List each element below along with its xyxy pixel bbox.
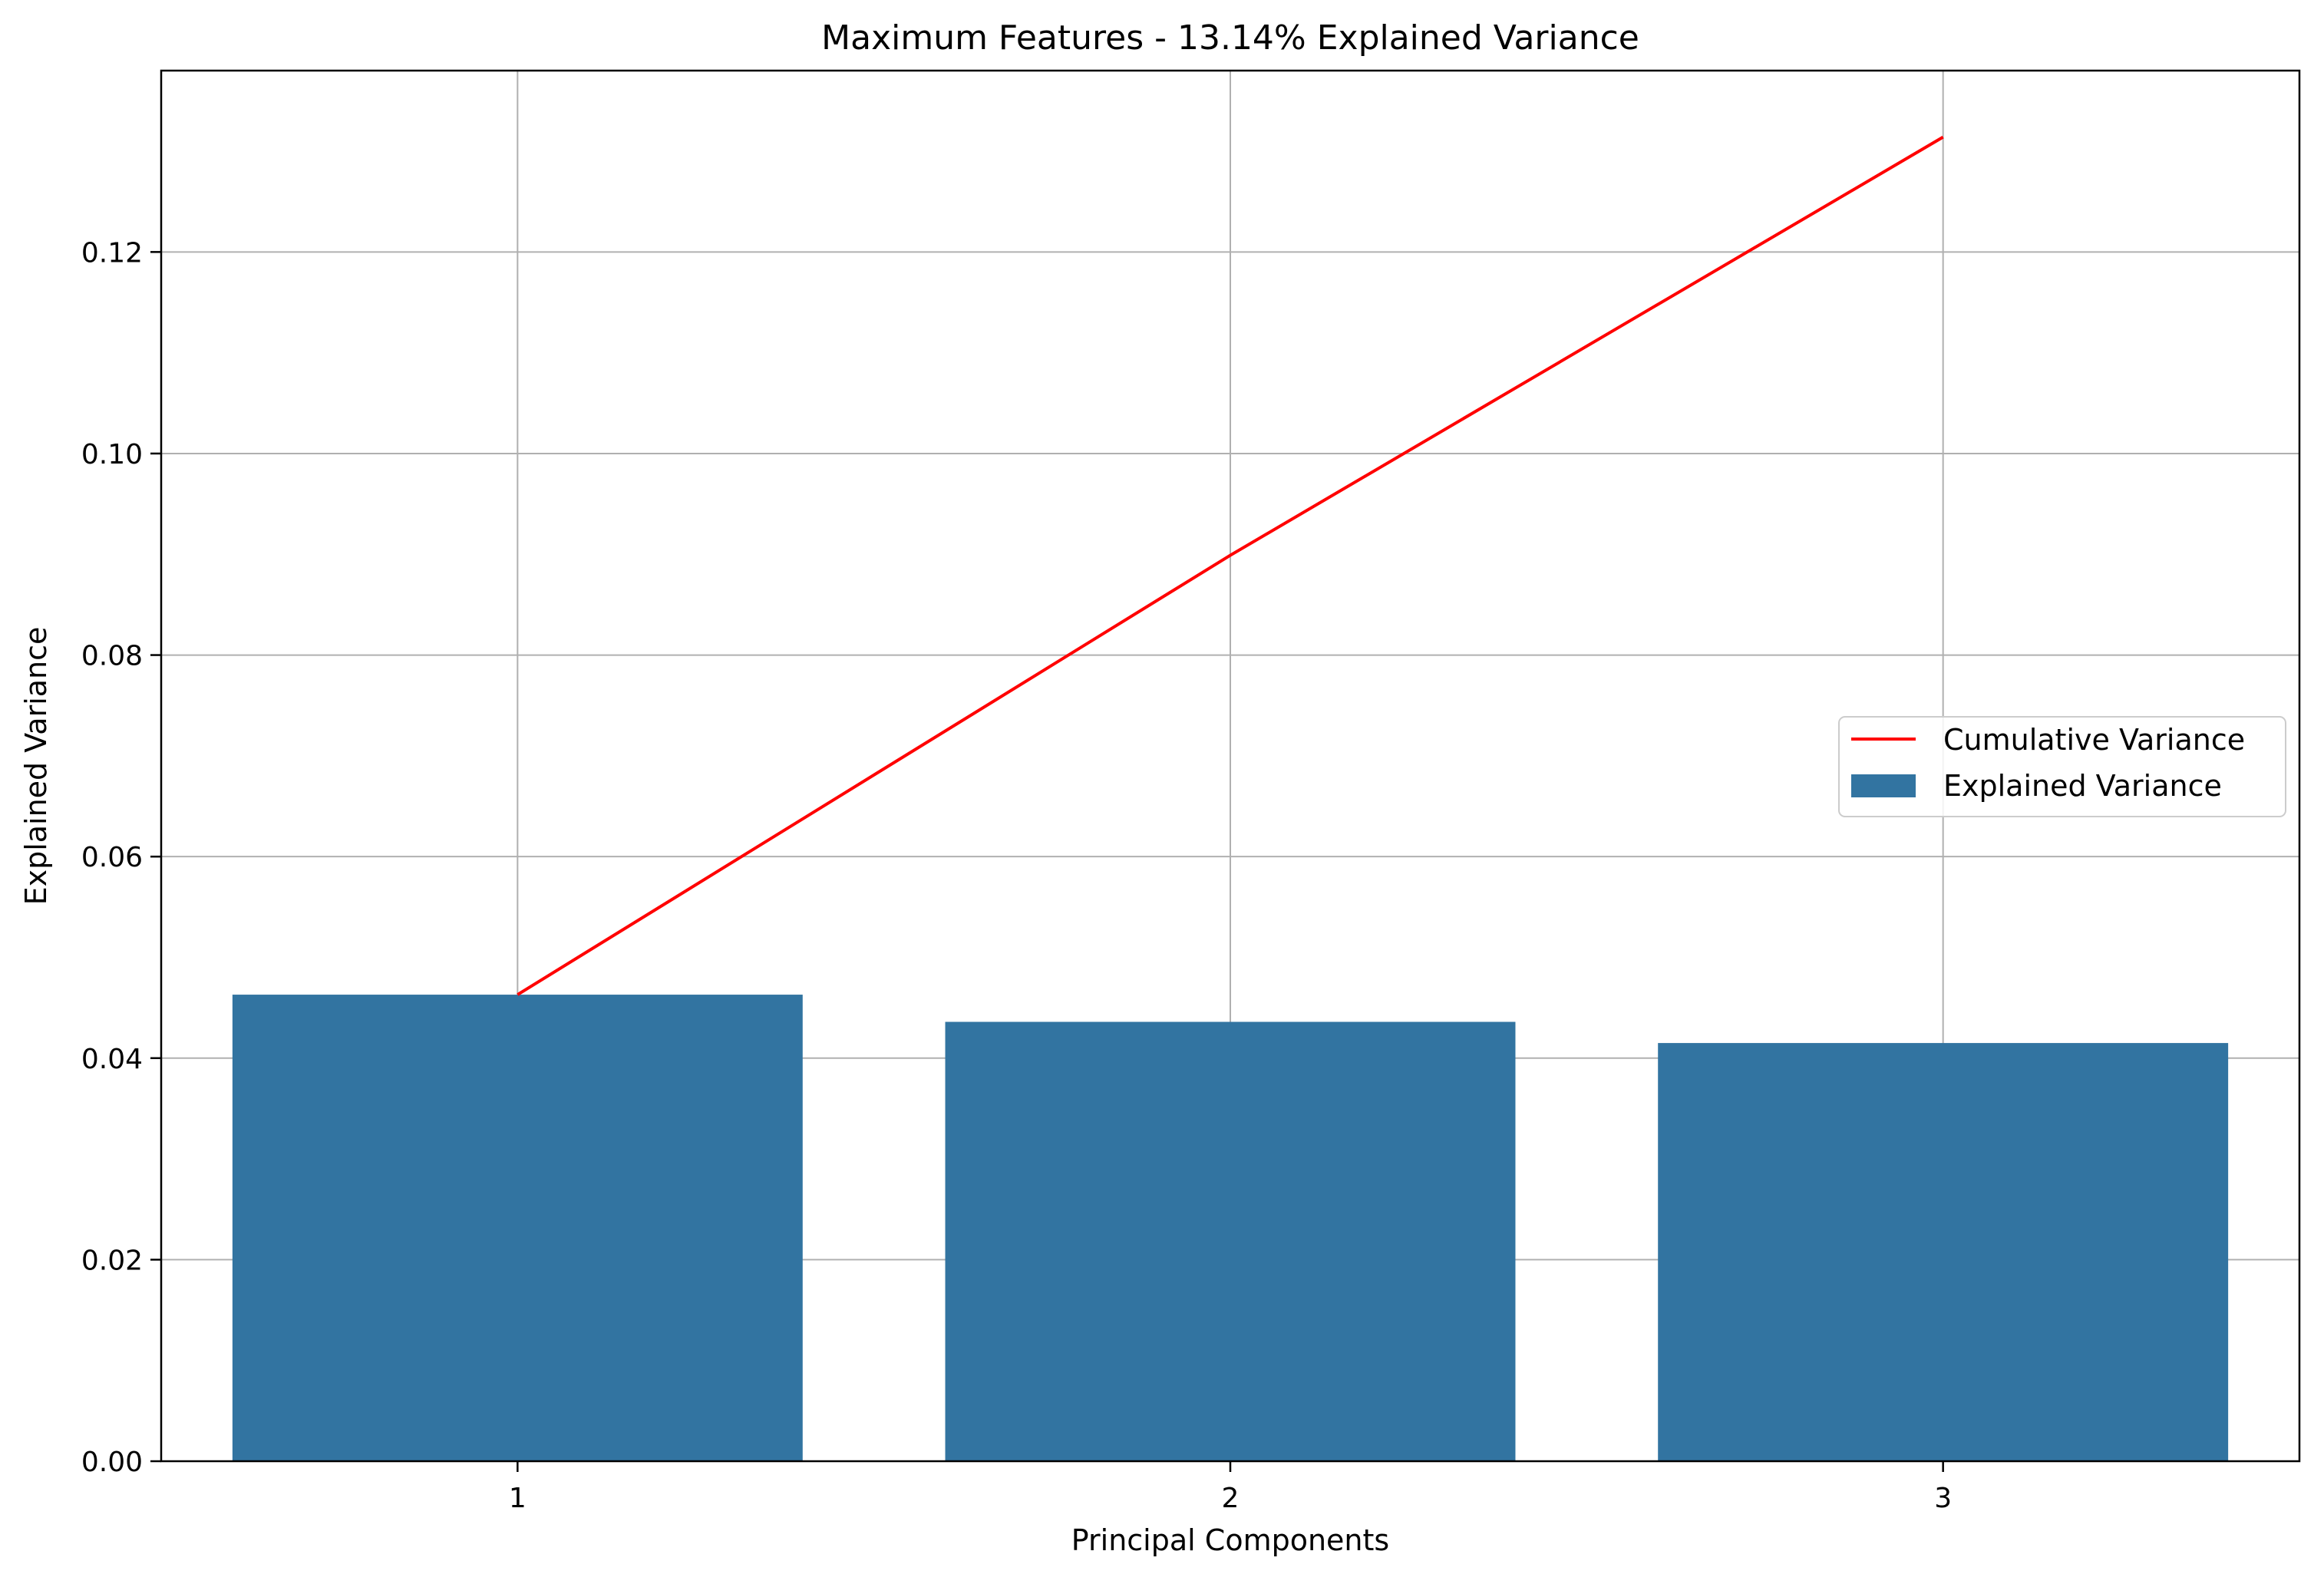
y-tick-label: 0.06 (81, 842, 143, 873)
legend-label-explained: Explained Variance (1943, 769, 2222, 803)
bar-explained-variance (945, 1021, 1516, 1461)
x-axis-label: Principal Components (1071, 1523, 1389, 1557)
y-tick-label: 0.12 (81, 237, 143, 269)
y-tick-label: 0.10 (81, 439, 143, 470)
bar-explained-variance (232, 995, 803, 1461)
legend-swatch-explained (1851, 774, 1916, 797)
cumulative-variance-line (517, 135, 1944, 996)
x-tick-label: 3 (1934, 1483, 1952, 1514)
y-tick-label: 0.00 (81, 1447, 143, 1478)
y-tick-label: 0.04 (81, 1044, 143, 1075)
bar-explained-variance (1658, 1043, 2229, 1461)
bars (232, 995, 2229, 1461)
legend-label-cumulative: Cumulative Variance (1943, 723, 2245, 757)
y-axis-label: Explained Variance (19, 627, 53, 906)
x-tick-label: 2 (1222, 1483, 1240, 1514)
cumulative-line-layer (517, 135, 1944, 996)
y-tick-label: 0.08 (81, 641, 143, 672)
axis-ticks: 0.00 0.02 0.04 0.06 0.08 0.10 0.12 1 2 3 (81, 237, 1952, 1514)
legend-box (1838, 716, 2286, 817)
x-tick-label: 1 (509, 1483, 527, 1514)
legend: Cumulative Variance Explained Variance (1838, 716, 2286, 817)
chart-title: Maximum Features - 13.14% Explained Vari… (821, 18, 1639, 58)
y-tick-label: 0.02 (81, 1245, 143, 1276)
